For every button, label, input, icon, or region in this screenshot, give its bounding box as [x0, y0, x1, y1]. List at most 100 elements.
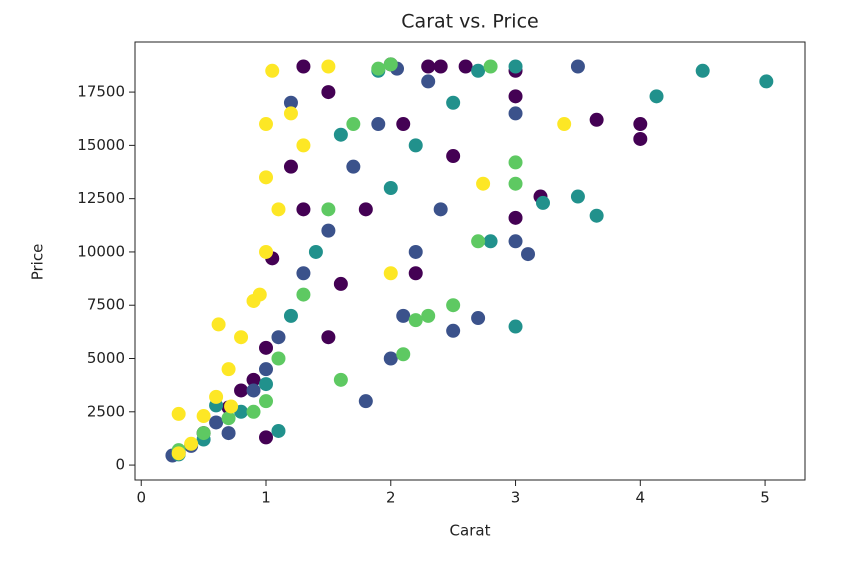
point [483, 59, 498, 74]
point [271, 423, 286, 438]
point [211, 317, 226, 332]
point [383, 181, 398, 195]
point [321, 59, 336, 74]
point [471, 63, 486, 78]
point [633, 117, 648, 132]
y-tick-label: 15000 [77, 136, 125, 154]
point [259, 362, 274, 377]
plot-frame [134, 41, 806, 481]
point [358, 394, 373, 409]
point [508, 210, 523, 225]
point [508, 176, 523, 191]
point [633, 131, 648, 146]
point [296, 202, 311, 217]
point [221, 426, 236, 441]
point [458, 59, 473, 74]
point [483, 234, 498, 249]
point [252, 287, 267, 302]
point [209, 415, 224, 430]
point [371, 61, 386, 76]
y-tick-label: 10000 [77, 242, 125, 260]
point [408, 313, 423, 328]
point [321, 223, 336, 238]
point [408, 244, 423, 259]
x-tick-label: 5 [760, 489, 770, 507]
point [446, 149, 461, 164]
point [265, 63, 280, 78]
point [408, 266, 423, 281]
point [649, 89, 664, 104]
point [224, 399, 239, 414]
point [396, 347, 411, 362]
point [433, 202, 448, 217]
point [296, 266, 311, 281]
point [209, 389, 224, 404]
point [259, 430, 274, 445]
point [759, 74, 774, 89]
point [246, 372, 261, 387]
point [508, 155, 523, 170]
point [333, 372, 348, 387]
point [296, 287, 311, 302]
point [589, 112, 604, 127]
point [221, 411, 236, 426]
y-tick-label: 7500 [87, 296, 125, 314]
point [346, 117, 361, 132]
point [508, 89, 523, 104]
x-tick-label: 0 [136, 489, 146, 507]
point [221, 362, 236, 377]
point [333, 276, 348, 291]
point [259, 394, 274, 409]
point [358, 202, 373, 217]
point [476, 176, 491, 191]
point [471, 234, 486, 249]
point [433, 59, 448, 74]
point [321, 330, 336, 345]
point [508, 234, 523, 249]
point [296, 138, 311, 153]
x-tick-label: 2 [386, 489, 396, 507]
point [421, 308, 436, 323]
point [283, 308, 298, 323]
y-tick-label: 5000 [87, 349, 125, 367]
point [259, 377, 274, 392]
y-tick-label: 12500 [77, 189, 125, 207]
point [396, 117, 411, 132]
point [695, 63, 710, 78]
point [589, 208, 604, 223]
x-tick-label: 3 [511, 489, 521, 507]
point [508, 106, 523, 121]
y-axis-label: Price [29, 244, 47, 281]
x-tick-label: 4 [636, 489, 646, 507]
point [408, 138, 423, 153]
point [521, 247, 536, 262]
y-tick-label: 2500 [87, 402, 125, 420]
point [333, 127, 348, 142]
point [246, 383, 261, 398]
point [234, 330, 249, 345]
point [371, 117, 386, 132]
point [421, 59, 436, 74]
point [570, 59, 585, 74]
point [171, 406, 186, 421]
point [184, 436, 199, 451]
point [508, 59, 523, 74]
point [234, 383, 249, 398]
point [196, 409, 211, 424]
y-tick-label: 17500 [77, 83, 125, 101]
point [296, 59, 311, 74]
point [508, 319, 523, 334]
point [321, 202, 336, 217]
point [171, 446, 186, 461]
point [346, 159, 361, 174]
point [283, 159, 298, 174]
point [557, 117, 572, 132]
chart-title: Carat vs. Price [401, 11, 538, 33]
point [259, 170, 274, 185]
point [259, 340, 274, 355]
point [383, 266, 398, 281]
point [259, 244, 274, 259]
point [446, 95, 461, 110]
point [383, 57, 398, 72]
